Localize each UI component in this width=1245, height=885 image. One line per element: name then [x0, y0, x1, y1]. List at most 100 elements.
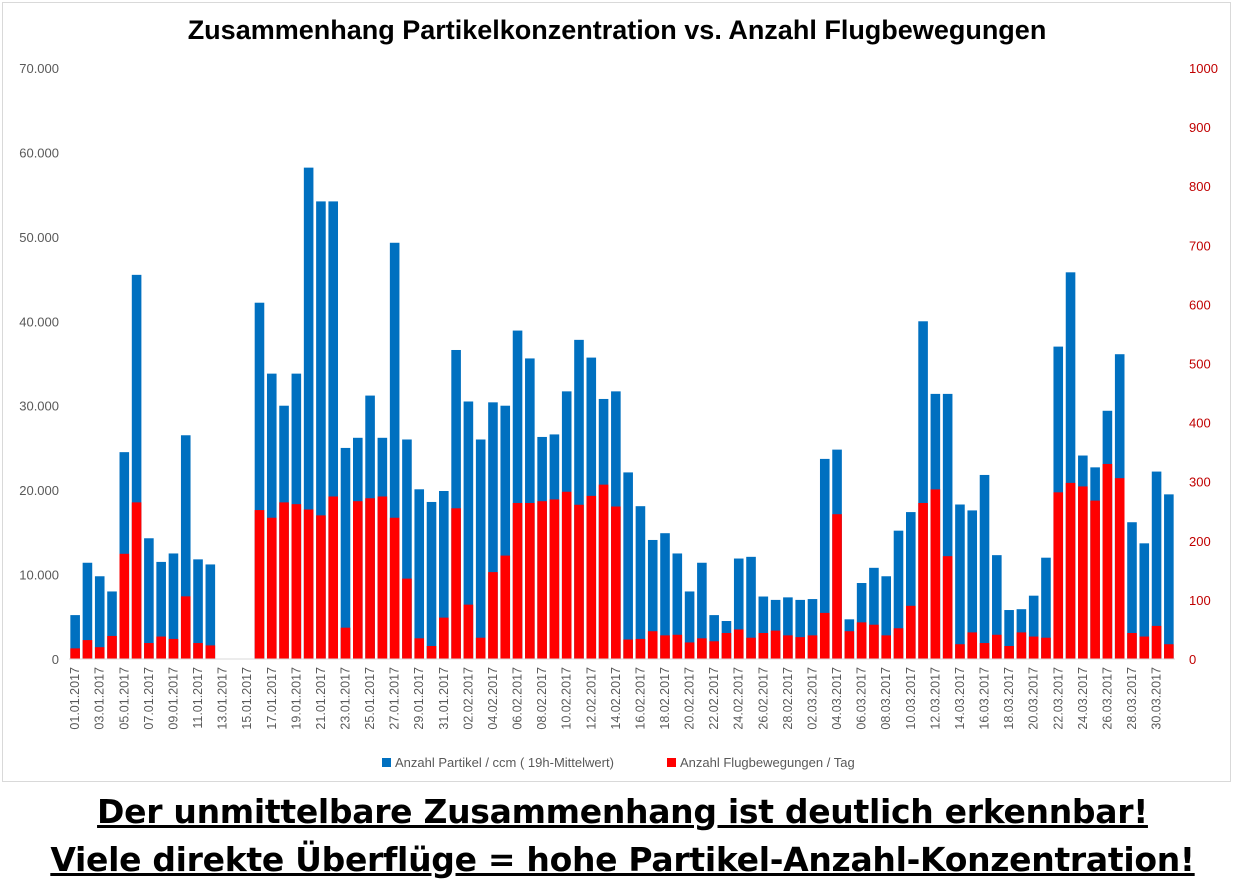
bar-partikel — [635, 506, 646, 659]
bar-partikel — [623, 472, 633, 659]
bar-flugbewegungen — [537, 501, 547, 659]
bar-flugbewegungen — [869, 624, 879, 659]
bar-partikel — [869, 567, 879, 659]
x-tick-label: 19.01.2017 — [289, 667, 303, 730]
y-tick-label-right: 100 — [1189, 593, 1211, 608]
bar-partikel — [1065, 272, 1076, 659]
x-tick-label: 04.02.2017 — [486, 667, 500, 730]
bar-partikel — [475, 439, 486, 659]
bar-flugbewegungen — [906, 605, 916, 659]
bar-flugbewegungen — [574, 504, 584, 659]
bar-flugbewegungen — [365, 498, 375, 659]
bar-flugbewegungen — [1151, 625, 1162, 659]
y-tick-label-left: 10.000 — [19, 568, 59, 583]
bar-partikel — [70, 615, 80, 659]
caption-line-1: Der unmittelbare Zusammenhang ist deutli… — [97, 792, 1148, 831]
bar-flugbewegungen — [107, 635, 117, 659]
bar-partikel — [918, 321, 928, 659]
bar-partikel — [266, 373, 277, 659]
bar-partikel — [439, 490, 449, 659]
bar-flugbewegungen — [463, 604, 474, 659]
bar-flugbewegungen — [389, 517, 400, 659]
bar-partikel — [82, 562, 93, 659]
bar-partikel — [746, 556, 756, 659]
bar-flugbewegungen — [94, 647, 105, 659]
bar-flugbewegungen — [1078, 486, 1088, 659]
x-tick-label: 27.01.2017 — [388, 667, 402, 730]
y-tick-label-right: 300 — [1189, 475, 1211, 490]
bar-flugbewegungen — [856, 622, 867, 659]
bar-flugbewegungen — [795, 637, 805, 659]
x-tick-label: 30.03.2017 — [1150, 667, 1164, 730]
bar-flugbewegungen — [1028, 636, 1039, 659]
bar-partikel — [303, 167, 314, 659]
y-tick-label-left: 0 — [52, 652, 59, 667]
bar-flugbewegungen — [180, 596, 191, 659]
y-tick-label-left: 40.000 — [19, 314, 59, 329]
bar-partikel — [426, 501, 437, 659]
x-tick-label: 13.01.2017 — [216, 667, 230, 730]
x-tick-label: 18.02.2017 — [658, 667, 672, 730]
bar-partikel — [1041, 557, 1051, 659]
bar-flugbewegungen — [1016, 632, 1027, 659]
bar-flugbewegungen — [955, 644, 965, 659]
bar-flugbewegungen — [992, 634, 1002, 659]
x-tick-label: 20.02.2017 — [683, 667, 697, 730]
bar-partikel — [1127, 522, 1137, 659]
bar-partikel — [131, 274, 142, 659]
bar-flugbewegungen — [1004, 646, 1014, 659]
x-tick-label: 16.02.2017 — [633, 667, 647, 730]
y-tick-label-right: 900 — [1189, 120, 1211, 135]
bar-partikel — [512, 330, 523, 659]
x-tick-label: 08.03.2017 — [879, 667, 893, 730]
x-tick-label: 20.03.2017 — [1027, 667, 1041, 730]
bar-flugbewegungen — [684, 642, 695, 659]
bar-partikel — [254, 302, 265, 659]
bar-partikel — [316, 201, 326, 659]
bar-partikel — [402, 439, 412, 659]
y-tick-label-right: 200 — [1189, 534, 1211, 549]
y-tick-label-left: 70.000 — [19, 61, 59, 76]
bar-partikel — [697, 562, 707, 659]
bar-partikel — [463, 401, 474, 659]
bar-partikel — [340, 447, 351, 659]
bar-flugbewegungen — [525, 502, 535, 659]
legend-partikel-label: Anzahl Partikel / ccm ( 19h-Mittelwert) — [395, 755, 614, 770]
bar-partikel — [906, 512, 916, 659]
legend-partikel-swatch — [382, 758, 391, 767]
bar-flugbewegungen — [1053, 492, 1064, 659]
bar-partikel — [660, 533, 670, 659]
bar-partikel — [893, 530, 904, 659]
bar-flugbewegungen — [942, 556, 953, 659]
bar-partikel — [94, 576, 105, 659]
x-tick-label: 16.03.2017 — [978, 667, 992, 730]
bar-flugbewegungen — [168, 638, 179, 659]
bar-flugbewegungen — [783, 635, 793, 659]
bar-flugbewegungen — [70, 648, 80, 659]
bar-flugbewegungen — [82, 640, 93, 659]
bar-flugbewegungen — [967, 632, 978, 659]
bar-partikel — [967, 510, 978, 659]
x-tick-label: 24.02.2017 — [732, 667, 746, 730]
x-tick-label: 28.02.2017 — [781, 667, 795, 730]
bar-flugbewegungen — [328, 496, 339, 659]
bar-flugbewegungen — [291, 504, 302, 659]
bar-partikel — [414, 489, 425, 659]
bar-partikel — [156, 561, 166, 659]
bar-flugbewegungen — [770, 630, 781, 659]
bar-flugbewegungen — [844, 631, 855, 659]
bar-flugbewegungen — [819, 612, 830, 659]
bar-flugbewegungen — [131, 502, 142, 659]
bar-flugbewegungen — [893, 628, 904, 659]
bar-flugbewegungen — [1041, 637, 1051, 659]
x-tick-label: 08.02.2017 — [535, 667, 549, 730]
x-tick-label: 14.02.2017 — [609, 667, 623, 730]
bar-flugbewegungen — [697, 638, 707, 659]
x-tick-label: 02.02.2017 — [461, 667, 475, 730]
bar-partikel — [795, 599, 805, 659]
bar-partikel — [709, 615, 719, 659]
bar-flugbewegungen — [1139, 636, 1150, 659]
x-tick-label: 25.01.2017 — [363, 667, 377, 730]
bar-partikel — [819, 458, 830, 659]
y-tick-label-left: 60.000 — [19, 145, 59, 160]
